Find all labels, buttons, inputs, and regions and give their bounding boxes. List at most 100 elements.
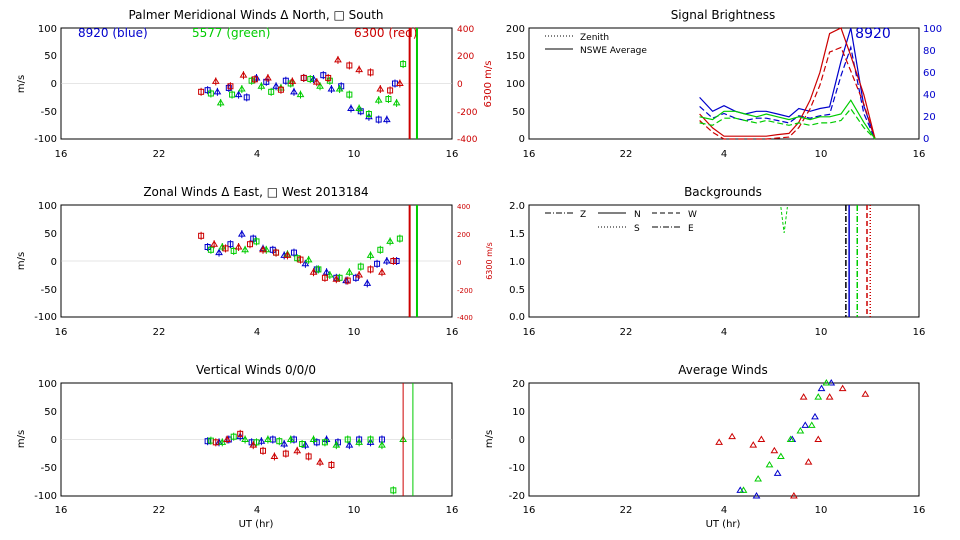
vertical-point [204,438,211,445]
zonal-xtick: 22 [153,327,166,338]
brightness-title: Signal Brightness [671,8,776,22]
zonal-point [259,245,267,253]
average-xtick: 16 [523,505,536,516]
average-ylabel: m/s [484,430,495,448]
average-point [801,421,810,428]
average-point [814,393,823,400]
backgrounds-ytick: 1.5 [509,229,525,240]
zonal-point [382,257,391,264]
brightness-ytick-right: 100 [923,24,942,35]
vertical-xtick: 16 [446,505,459,516]
meridional-point [365,111,372,118]
average-point [773,469,782,476]
zonal-point [386,237,394,244]
meridional-point [213,87,222,95]
meridional-ylabel: m/s [16,75,27,93]
backgrounds-xtick: 22 [620,327,633,338]
zonal-point [304,255,313,263]
zonal-xtick: 4 [254,327,260,338]
meridional-xtick: 16 [446,149,459,160]
zonal-point [227,241,234,248]
meridional-point [309,75,318,82]
zonal-point [210,240,219,247]
average-ytick: 10 [512,407,525,418]
vertical-point [270,452,279,459]
meridional-xtick: 10 [348,149,361,160]
average-panel: Average Winds m/s 20 10 0 -10 -20 16 22 … [484,363,925,530]
zonal-point [273,249,280,256]
vertical-title: Vertical Winds 0/0/0 [196,363,316,377]
vertical-point [264,435,272,442]
average-point [776,452,785,459]
meridional-point [375,116,382,123]
meridional-point [385,96,392,103]
zonal-point [207,246,214,253]
backgrounds-plot-frame [528,204,920,318]
average-point [825,393,834,400]
vertical-point [280,440,289,447]
meridional-xtick: 4 [254,149,260,160]
average-point [770,446,779,454]
vertical-point [345,441,354,448]
vertical-point [344,436,351,443]
zonal-point [357,263,364,270]
meridional-legend-green: 5577 (green) [192,26,270,40]
vertical-point [241,435,249,442]
zonal-ytick: 0 [51,257,57,268]
vertical-ytick: 50 [44,407,57,418]
meridional-point [346,91,353,98]
brightness-xtick: 22 [620,149,633,160]
backgrounds-ytick: 1.0 [509,257,525,268]
zonal-xtick: 16 [446,327,459,338]
zonal-ylabel: m/s [16,252,27,270]
meridional-point [251,76,258,83]
zonal-point [393,258,400,264]
meridional-point [207,90,214,97]
meridional-ytick: -100 [34,134,57,145]
average-ytick: 0 [519,435,525,446]
zonal-point [198,232,205,239]
brightness-series-line [699,27,876,140]
meridional-panel: Palmer Meridional Winds Δ North, □ South… [16,8,494,160]
brightness-ytick: 200 [506,24,525,35]
meridional-ytick-right: -400 [457,135,478,145]
vertical-point [286,435,295,442]
zonal-ytick-right: 200 [457,231,470,239]
brightness-ytick-right: 80 [923,46,936,57]
zonal-ytick: 100 [38,201,57,212]
meridional-point [355,104,364,111]
vertical-point [321,439,328,446]
vertical-point [237,430,244,437]
vertical-panel: Vertical Winds 0/0/0 m/s 100 50 0 -50 -1… [16,363,458,530]
zonal-xtick: 10 [348,327,361,338]
meridional-point [307,76,314,83]
meridional-point [264,73,272,81]
meridional-ytick-right: 0 [457,80,463,90]
meridional-point [290,87,298,95]
vertical-point [269,436,276,443]
vertical-point [390,487,397,494]
zonal-data [61,205,452,317]
zonal-point [222,245,229,252]
meridional-point [376,85,385,92]
average-xtick: 16 [913,505,926,516]
backgrounds-title: Backgrounds [684,185,762,199]
brightness-series-line [699,45,876,140]
zonal-ytick-right: 400 [457,203,470,211]
zonal-xtick: 16 [55,327,68,338]
meridional-point [288,77,297,84]
average-point [827,379,836,386]
meridional-point [227,83,234,90]
meridional-point [312,78,321,85]
backgrounds-ytick: 0.5 [509,285,525,296]
meridional-point [382,115,391,123]
brightness-xtick: 10 [815,149,828,160]
brightness-data [699,27,876,140]
meridional-point [347,104,355,111]
backgrounds-panel: Backgrounds Z N W S E 2.0 1.5 1.0 0.5 0.… [509,185,925,338]
brightness-series-line [699,27,876,140]
average-point [811,412,819,420]
meridional-data [61,28,452,139]
zonal-point [322,268,331,275]
zonal-point [234,243,243,250]
